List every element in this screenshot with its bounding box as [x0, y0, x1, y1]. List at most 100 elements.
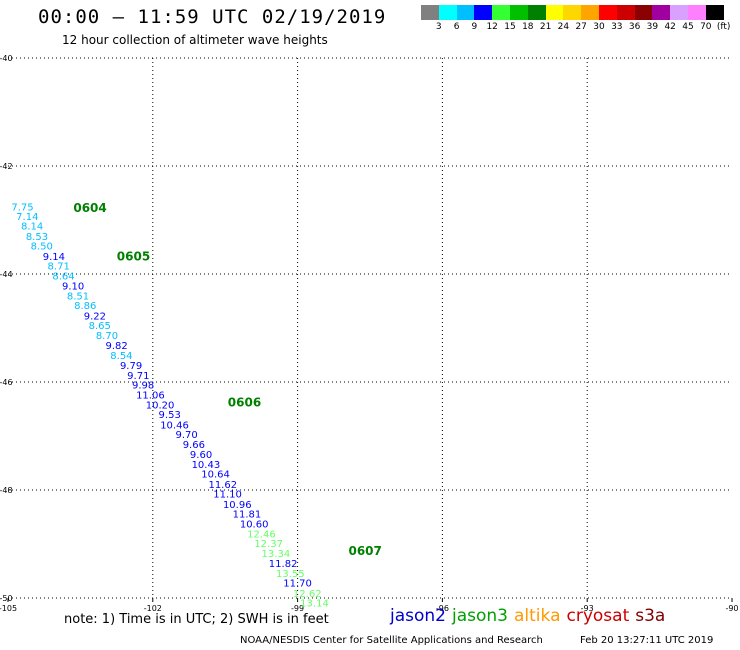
wave-height-label: 9.98: [132, 380, 154, 391]
legend-label: 30: [593, 22, 605, 32]
pass-annotations: 0604 0605 0606 0607: [73, 201, 382, 558]
grid-lines: [8, 57, 732, 599]
data-points: 7.757.148.148.538.509.148.718.649.108.51…: [11, 202, 328, 609]
legend-swatch: [652, 5, 671, 20]
wave-height-label: 13.55: [276, 569, 305, 580]
pass-time-annotation: 0606: [228, 395, 261, 409]
legend-label: 39: [646, 22, 659, 32]
legend-label: 27: [575, 22, 587, 32]
legend-label: 70: [700, 22, 712, 32]
color-scale-labels: 3 6 9 12 15 18 21 24 27 30 33 36 39 42 45 70 (ft): [421, 22, 740, 34]
legend-label: 6: [453, 22, 460, 32]
wave-height-label: 10.46: [160, 420, 189, 431]
wave-height-label: 9.53: [159, 410, 181, 421]
wave-height-label: 9.60: [190, 450, 212, 461]
legend-label: 12: [486, 22, 498, 32]
wave-height-label: 9.66: [183, 440, 205, 451]
legend-swatch: [438, 5, 457, 20]
tick-labels: -105 -102 -99 -96 -93 -90 -40 -42 -44 -46 -48 -50: [0, 54, 739, 613]
footer-credit: NOAA/NESDIS Center for Satellite Applica…: [240, 635, 543, 646]
wave-height-label: 8.53: [26, 232, 48, 243]
satellite-legend-entry: s3a: [635, 606, 666, 626]
x-tick-label: -96: [436, 604, 449, 613]
x-tick-label: -105: [0, 604, 17, 613]
legend-label: 15: [504, 22, 516, 32]
chart-title: 00:00 — 11:59 UTC 02/19/2019: [38, 6, 387, 28]
wave-height-label: 9.10: [62, 282, 84, 293]
legend-label: 45: [682, 22, 694, 32]
legend-label: 33: [611, 22, 623, 32]
wave-height-label: 10.20: [146, 400, 175, 411]
wave-height-label: 12.46: [247, 530, 276, 541]
legend-swatch: [492, 5, 510, 20]
wave-height-label: 11.70: [283, 579, 312, 590]
legend-swatch: [456, 5, 475, 20]
y-tick-label: -44: [0, 270, 13, 279]
wave-height-label: 13.34: [262, 549, 291, 560]
wave-height-label: 9.71: [127, 371, 149, 382]
legend-label: 3: [435, 22, 442, 32]
wave-height-label: 8.54: [110, 351, 132, 362]
wave-height-label: 10.43: [192, 460, 221, 471]
wave-height-label: 8.64: [52, 271, 74, 282]
satellite-legend-entry: jason2: [390, 606, 446, 626]
y-tick-label: -42: [0, 162, 13, 171]
x-tick-label: -102: [144, 604, 162, 613]
y-tick-label: -50: [0, 594, 13, 603]
y-tick-label: -48: [0, 486, 13, 495]
pass-time-annotation: 0604: [73, 201, 106, 215]
axes: [7, 598, 733, 602]
legend-swatch: [545, 5, 564, 20]
satellite-legend: jason2 jason3 altika cryosat s3a: [390, 606, 671, 626]
wave-height-label: 9.82: [105, 341, 127, 352]
legend-label: 36: [628, 22, 641, 32]
wave-height-label: 10.60: [240, 519, 269, 530]
x-tick-label: -99: [291, 604, 304, 613]
wave-height-label: 8.50: [31, 242, 53, 253]
legend-swatch: [563, 5, 582, 20]
chart-subtitle: 12 hour collection of altimeter wave hei…: [62, 33, 328, 47]
legend-swatch: [687, 5, 706, 20]
wave-height-label: 10.96: [223, 500, 252, 511]
wave-height-label: 7.75: [11, 202, 33, 213]
x-tick-label: -93: [581, 604, 594, 613]
wave-height-label: 8.86: [74, 301, 96, 312]
wave-height-label: 8.14: [21, 222, 43, 233]
footer-timestamp: Feb 20 13:27:11 UTC 2019: [580, 635, 714, 646]
legend-swatch: [421, 5, 439, 20]
wave-height-label: 11.81: [233, 510, 262, 521]
wave-height-label: 8.51: [67, 291, 89, 302]
legend-swatch: [634, 5, 653, 20]
wave-height-label: 11.62: [208, 480, 237, 491]
legend-swatch: [616, 5, 635, 20]
legend-label: 24: [557, 22, 570, 32]
wave-height-label: 11.82: [269, 559, 298, 570]
wave-height-label: 7.14: [16, 212, 38, 223]
wave-height-label: 11.10: [213, 490, 242, 501]
legend-swatch: [527, 5, 546, 20]
wave-height-label: 12.62: [293, 589, 322, 600]
pass-time-annotation: 0607: [348, 544, 381, 558]
legend-swatch: [705, 5, 724, 20]
legend-swatch: [581, 5, 599, 20]
legend-swatch: [474, 5, 493, 20]
wave-height-label: 9.70: [175, 430, 197, 441]
wave-height-label: 9.14: [43, 252, 65, 263]
wave-height-label: 10.64: [201, 470, 230, 481]
x-tick-label: -90: [725, 604, 738, 613]
legend-swatch: [598, 5, 617, 20]
satellite-legend-entry: jason3: [452, 606, 508, 626]
note-text: note: 1) Time is in UTC; 2) SWH is in fe…: [64, 612, 329, 627]
wave-height-label: 9.22: [84, 311, 106, 322]
wave-height-label: 8.70: [96, 331, 118, 342]
pass-time-annotation: 0605: [117, 250, 150, 264]
legend-label: 21: [539, 22, 552, 32]
wave-height-label: 13.14: [300, 599, 329, 610]
wave-height-label: 8.71: [48, 262, 70, 273]
legend-label: (ft): [716, 22, 731, 32]
wave-height-label: 11.06: [136, 391, 165, 402]
wave-height-label: 12.37: [254, 539, 283, 550]
color-scale-legend: [421, 5, 724, 20]
y-tick-label: -46: [0, 378, 13, 387]
